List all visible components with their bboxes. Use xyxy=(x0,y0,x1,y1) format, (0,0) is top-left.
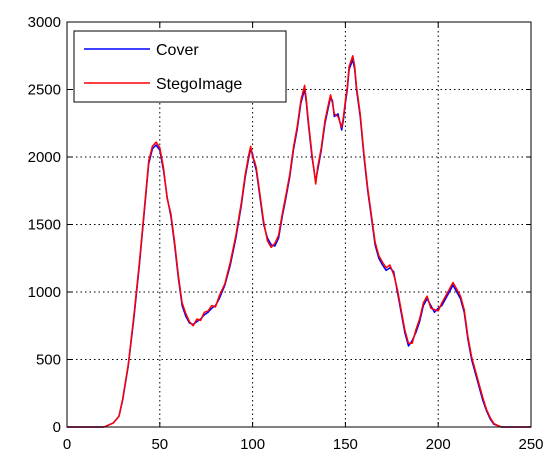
y-tick-label: 3000 xyxy=(28,14,61,31)
series-line-stegoimage xyxy=(67,55,531,428)
x-tick-label: 50 xyxy=(151,436,168,453)
legend-label-cover: Cover xyxy=(156,42,199,59)
y-tick-label: 500 xyxy=(36,352,61,369)
x-tick-label: 200 xyxy=(426,436,451,453)
y-tick-label: 2500 xyxy=(28,82,61,99)
y-tick-label: 0 xyxy=(53,419,61,436)
legend-box xyxy=(73,30,287,103)
legend: Cover StegoImage xyxy=(73,30,287,103)
y-tick-label: 1500 xyxy=(28,217,61,234)
x-tick-label: 100 xyxy=(240,436,265,453)
y-tick-label: 2000 xyxy=(28,149,61,166)
x-tick-label: 250 xyxy=(518,436,543,453)
y-tick-label: 1000 xyxy=(28,284,61,301)
x-tick-label: 0 xyxy=(63,436,71,453)
legend-label-stegoimage: StegoImage xyxy=(156,76,242,93)
x-tick-label: 150 xyxy=(333,436,358,453)
series-lines xyxy=(67,55,531,428)
